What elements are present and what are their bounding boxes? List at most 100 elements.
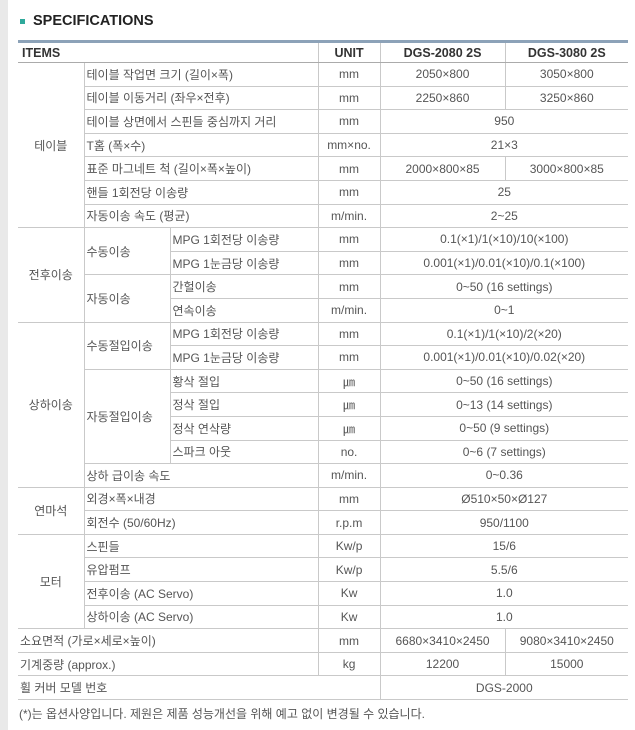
value-cell: 3000×800×85 bbox=[504, 156, 629, 181]
subgroup-cell: 수동이송 bbox=[83, 227, 171, 276]
table-row: 유압펌프 Kw/p 5.5/6 bbox=[18, 557, 629, 583]
unit-cell: Kw bbox=[317, 581, 381, 606]
value-cell: 950 bbox=[379, 109, 629, 134]
item-cell: 자동이송 속도 (평균) bbox=[83, 203, 319, 229]
value-cell: 0~6 (7 settings) bbox=[379, 439, 629, 465]
value-cell: 15/6 bbox=[379, 533, 629, 559]
subgroup-cell: 자동이송 bbox=[83, 274, 171, 323]
value-cell: 0~50 (16 settings) bbox=[379, 274, 629, 299]
value-cell: 0.001(×1)/0.01(×10)/0.1(×100) bbox=[379, 250, 629, 276]
subgroup-cell: 수동절입이송 bbox=[83, 321, 171, 370]
item-cell: 테이블 상면에서 스핀들 중심까지 거리 bbox=[83, 109, 319, 134]
column-header-model-dgs-3080: DGS-3080 2S bbox=[504, 42, 629, 63]
item-cell: 전후이송 (AC Servo) bbox=[83, 581, 319, 606]
item-cell: T홈 (폭×수) bbox=[83, 132, 319, 158]
value-cell: 1.0 bbox=[379, 581, 629, 606]
table-row: 소요면적 (가로×세로×높이) mm 6680×3410×2450 9080×3410… bbox=[17, 628, 629, 653]
unit-cell: mm bbox=[317, 85, 381, 111]
table-row: 모터 스핀들 Kw/p 15/6 bbox=[17, 533, 629, 630]
item-cell: 휠 커버 모델 번호 bbox=[17, 675, 381, 701]
unit-cell: m/min. bbox=[317, 297, 381, 323]
table-row: 연속이송 m/min. 0~1 bbox=[18, 297, 629, 323]
value-cell: 0~0.36 bbox=[379, 463, 629, 488]
value-cell: 2~25 bbox=[379, 203, 629, 229]
table-row: MPG 1눈금당 이송량 mm 0.001(×1)/0.01(×10)/0.1(×1… bbox=[18, 250, 629, 276]
item-cell: MPG 1눈금당 이송량 bbox=[169, 345, 319, 370]
column-header-items: ITEMS bbox=[17, 42, 319, 63]
value-cell: Ø510×50×Ø127 bbox=[379, 486, 629, 512]
unit-cell: m/min. bbox=[317, 203, 381, 229]
spec-table-body: 테이블 테이블 작업면 크기 (길이×폭) mm 2050×800 3050×800 테이… bbox=[17, 61, 629, 701]
value-cell: 1.0 bbox=[379, 604, 629, 630]
unit-cell: Kw bbox=[317, 604, 381, 630]
item-cell: 테이블 작업면 크기 (길이×폭) bbox=[83, 62, 319, 87]
table-row: 테이블 상면에서 스핀들 중심까지 거리 mm 950 bbox=[18, 109, 629, 134]
value-cell: 12200 bbox=[379, 651, 506, 677]
page-title: SPECIFICATIONS bbox=[33, 13, 154, 29]
value-cell: 0~1 bbox=[379, 297, 629, 323]
table-row: 자동이송 속도 (평균) m/min. 2~25 bbox=[18, 203, 629, 229]
unit-cell: ㎛ bbox=[317, 415, 381, 441]
value-cell: 6680×3410×2450 bbox=[379, 628, 506, 653]
bullet-icon bbox=[20, 19, 25, 24]
table-row: 전후이송 (AC Servo) Kw 1.0 bbox=[18, 581, 629, 606]
table-row: 기계중량 (approx.) kg 12200 15000 bbox=[17, 651, 629, 677]
table-header-row: ITEMS UNIT DGS-2080 2S DGS-3080 2S bbox=[17, 42, 629, 63]
group-cell: 테이블 bbox=[17, 61, 85, 229]
unit-cell: m/min. bbox=[317, 463, 381, 488]
value-cell: 2050×800 bbox=[379, 62, 506, 87]
value-cell: 2000×800×85 bbox=[379, 156, 506, 181]
value-cell: 3050×800 bbox=[504, 62, 629, 87]
unit-cell: no. bbox=[317, 439, 381, 465]
unit-cell: mm bbox=[317, 179, 381, 205]
item-cell: 회전수 (50/60Hz) bbox=[83, 510, 319, 535]
item-cell: 연속이송 bbox=[169, 297, 319, 323]
item-cell: 표준 마그네트 척 (길이×폭×높이) bbox=[83, 156, 319, 181]
item-cell: 정삭 절입 bbox=[169, 392, 319, 417]
table-row: MPG 1눈금당 이송량 mm 0.001(×1)/0.01(×10)/0.02(×… bbox=[18, 345, 629, 370]
value-cell: 9080×3410×2450 bbox=[504, 628, 629, 653]
item-cell: 소요면적 (가로×세로×높이) bbox=[17, 628, 319, 653]
item-cell: 상하 급이송 속도 bbox=[83, 463, 319, 488]
item-cell: MPG 1눈금당 이송량 bbox=[169, 250, 319, 276]
unit-cell: Kw/p bbox=[317, 533, 381, 559]
unit-cell: mm bbox=[317, 62, 381, 87]
subgroup-cell: 자동절입이송 bbox=[83, 368, 171, 465]
value-cell: 0.1(×1)/1(×10)/2(×20) bbox=[379, 321, 629, 347]
item-cell: 스파크 아웃 bbox=[169, 439, 319, 465]
group-cell: 연마석 bbox=[17, 486, 85, 535]
group-cell: 상하이송 bbox=[17, 321, 85, 488]
table-row: 상하 급이송 속도 m/min. 0~0.36 bbox=[18, 463, 629, 488]
group-cell: 전후이송 bbox=[17, 227, 85, 323]
unit-cell: mm bbox=[317, 227, 381, 252]
group-cell: 모터 bbox=[17, 533, 85, 630]
table-row: 정삭 절입 ㎛ 0~13 (14 settings) bbox=[18, 392, 629, 417]
unit-cell: ㎛ bbox=[317, 368, 381, 394]
unit-cell: mm bbox=[317, 321, 381, 347]
table-row: T홈 (폭×수) mm×no. 21×3 bbox=[18, 132, 629, 158]
item-cell: 상하이송 (AC Servo) bbox=[83, 604, 319, 630]
unit-cell: mm×no. bbox=[317, 132, 381, 158]
value-cell: 2250×860 bbox=[379, 85, 506, 111]
table-row: 전후이송 수동이송 MPG 1회전당 이송량 mm 0.1(×1)/1(×10)/10(… bbox=[17, 227, 629, 323]
unit-cell: kg bbox=[317, 651, 381, 677]
table-row: 스파크 아웃 no. 0~6 (7 settings) bbox=[18, 439, 629, 465]
value-cell: 0~13 (14 settings) bbox=[379, 392, 629, 417]
unit-cell: mm bbox=[317, 345, 381, 370]
table-row: 표준 마그네트 척 (길이×폭×높이) mm 2000×800×85 3000×800… bbox=[18, 156, 629, 181]
section-title-row: SPECIFICATIONS bbox=[20, 10, 154, 32]
unit-cell: mm bbox=[317, 274, 381, 299]
table-row: 회전수 (50/60Hz) r.p.m 950/1100 bbox=[18, 510, 629, 535]
table-row: 상하이송 수동절입이송 MPG 1회전당 이송량 mm 0.1(×1)/1(×10)/2… bbox=[17, 321, 629, 488]
value-cell: 0.1(×1)/1(×10)/10(×100) bbox=[379, 227, 629, 252]
unit-cell: mm bbox=[317, 109, 381, 134]
unit-cell: mm bbox=[317, 486, 381, 512]
item-cell: MPG 1회전당 이송량 bbox=[169, 321, 319, 347]
value-cell: 0~50 (16 settings) bbox=[379, 368, 629, 394]
unit-cell: Kw/p bbox=[317, 557, 381, 583]
item-cell: 핸들 1회전당 이송량 bbox=[83, 179, 319, 205]
table-row: 휠 커버 모델 번호 DGS-2000 bbox=[17, 675, 629, 701]
table-row: 연마석 외경×폭×내경 mm Ø510×50×Ø127 bbox=[17, 486, 629, 535]
value-cell: 5.5/6 bbox=[379, 557, 629, 583]
table-row: 자동이송 간헐이송 mm 0~50 (16 settings) bbox=[18, 274, 629, 323]
